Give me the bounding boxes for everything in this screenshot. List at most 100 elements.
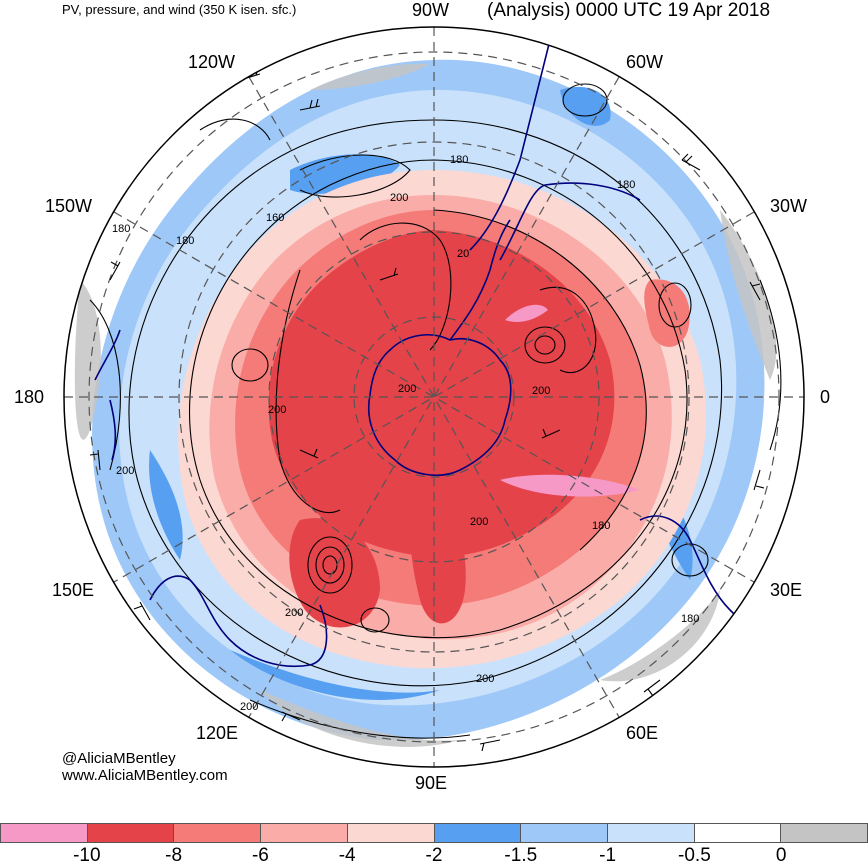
colorbar-swatch	[434, 823, 522, 843]
pressure-contour	[128, 119, 722, 687]
lon-label-150e: 150E	[52, 580, 95, 600]
wind-barb	[281, 711, 301, 722]
wind-barb	[643, 679, 661, 697]
contour-label: 180	[176, 235, 194, 247]
lon-label-0: 0	[820, 387, 831, 407]
colorbar-tick-label: -1.5	[504, 845, 538, 866]
wind-barb	[749, 281, 761, 301]
pressure-contour-low	[658, 282, 692, 328]
pv-field-gray-patch	[74, 280, 101, 440]
lon-label-60e: 60E	[626, 723, 659, 743]
pressure-contour-low	[562, 83, 608, 117]
contour-label: 200	[285, 607, 303, 619]
wind-barb	[379, 267, 399, 281]
contour-label: 20	[457, 248, 469, 260]
contour-label: 160	[266, 212, 284, 224]
contour-label: 200	[268, 404, 286, 416]
contour-label: 180	[112, 223, 130, 235]
pressure-contour	[299, 154, 411, 198]
wind-barb	[753, 469, 765, 491]
pressure-contour	[433, 209, 647, 551]
contour-label: 180	[450, 154, 468, 166]
antarctica-coastline	[368, 334, 512, 476]
polar-map: 180 180 160 180 180 20 200 200 200 200 1…	[63, 26, 805, 768]
pressure-contour	[199, 118, 271, 141]
wind-barb	[479, 739, 501, 752]
contour-label: 180	[681, 613, 699, 625]
pv-field-red-lobe	[511, 298, 600, 392]
wind-barb	[109, 261, 121, 281]
pv-field-gray-patch	[310, 63, 430, 90]
lon-label-120e: 120E	[196, 723, 239, 743]
colorbar-tick-label: -6	[251, 845, 269, 866]
colorbar-swatch	[261, 823, 348, 843]
pv-field-pink-spot	[505, 304, 548, 322]
pressure-contour	[359, 222, 452, 351]
lon-label-120w: 120W	[188, 52, 236, 72]
lon-label-30e: 30E	[770, 580, 803, 600]
colorbar-swatch	[781, 823, 868, 843]
lon-label-180: 180	[14, 387, 45, 407]
pv-field-salmon-lobe	[644, 279, 690, 347]
pressure-contour-low	[524, 326, 566, 364]
lon-label-60w: 60W	[626, 52, 664, 72]
colorbar-swatch	[694, 823, 782, 843]
lon-label-30w: 30W	[770, 196, 808, 216]
pressure-contour-low	[231, 348, 269, 382]
pv-field-gray-patch	[720, 210, 777, 380]
latitude-circle	[268, 231, 600, 563]
contour-label: 200	[470, 516, 488, 528]
colorbar-swatch	[0, 823, 88, 843]
pressure-contour-low	[307, 536, 353, 594]
colorbar-tick-label: 0	[775, 845, 787, 866]
colorbar-swatch	[87, 823, 175, 843]
contour-label: 200	[390, 192, 408, 204]
pressure-contour	[759, 279, 782, 451]
colorbar-swatch	[174, 823, 262, 843]
pressure-contour	[89, 299, 121, 471]
pv-field-blue-streak	[560, 86, 611, 126]
pv-field-blue-streak	[149, 450, 183, 560]
credit-handle: @AliciaMBentley	[62, 750, 176, 767]
meridian-line	[113, 211, 755, 583]
colorbar-swatch	[521, 823, 608, 843]
credit-website: www.AliciaMBentley.com	[62, 767, 228, 784]
contour-label: 200	[476, 673, 494, 685]
wind-barb	[89, 449, 101, 471]
chart-subtitle: PV, pressure, and wind (350 K isen. sfc.…	[62, 2, 297, 17]
contour-label: 200	[532, 385, 550, 397]
meridian-line	[248, 76, 620, 718]
colorbar	[0, 823, 868, 843]
pressure-contour-low	[360, 607, 390, 633]
pressure-contour	[188, 159, 688, 639]
lon-label-90w: 90W	[412, 0, 450, 20]
meridian-line	[248, 76, 620, 718]
map-boundary	[63, 26, 805, 768]
contour-label: 200	[240, 701, 258, 713]
pv-field-red-lobe	[289, 518, 380, 628]
colorbar-tick-label: -8	[165, 845, 183, 866]
wind-barb	[681, 153, 701, 171]
wind-barb	[541, 428, 561, 439]
colorbar-tick-label: -10	[73, 845, 101, 866]
pv-field-blue-streak	[290, 154, 400, 194]
wind-barb	[299, 448, 319, 459]
australia-coastline	[149, 575, 328, 668]
antarctic-peninsula-coastline	[449, 219, 511, 341]
colorbar-swatch	[607, 823, 695, 843]
colorbar-tick-label: -1	[599, 845, 617, 866]
pressure-contour	[539, 286, 597, 374]
contour-label: 200	[116, 465, 134, 477]
latitude-circle	[178, 141, 690, 653]
colorbar-tick-label: -0.5	[678, 845, 711, 866]
pv-field-gray-patch	[600, 590, 720, 682]
meridian-line	[113, 211, 755, 583]
wind-barb	[299, 98, 321, 111]
pressure-contour-low	[534, 335, 556, 355]
chart-title: (Analysis) 0000 UTC 19 Apr 2018	[487, 0, 771, 21]
pressure-contour-low	[671, 543, 709, 577]
latitude-circle	[88, 51, 780, 743]
pressure-contour	[249, 699, 471, 739]
lon-label-90e: 90E	[415, 773, 448, 793]
new-zealand-coastline	[94, 329, 121, 461]
